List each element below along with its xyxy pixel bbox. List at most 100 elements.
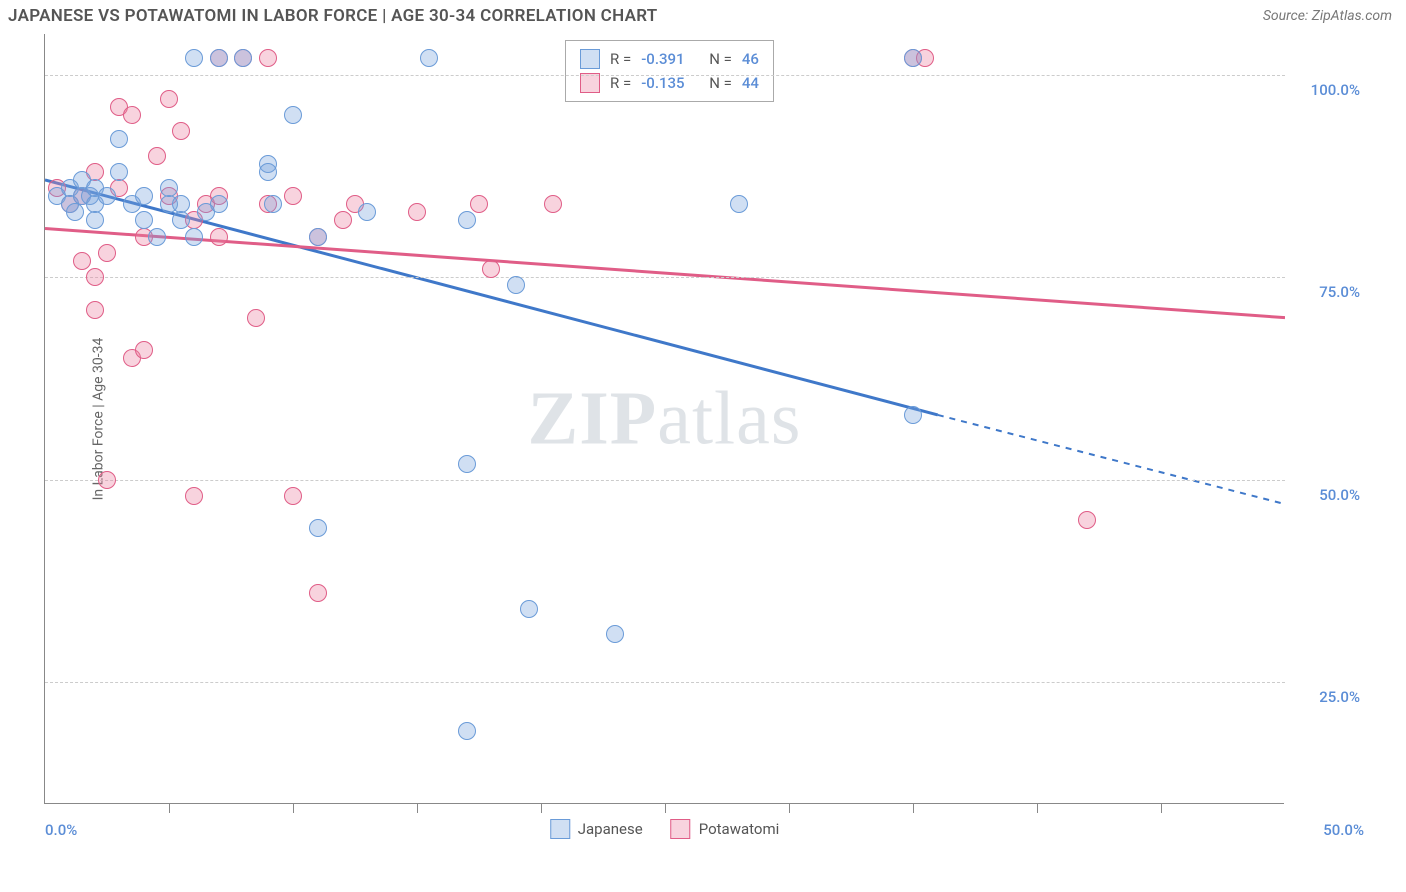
scatter-point [135,187,153,205]
stat-r-value: -0.135 [641,74,699,92]
scatter-point [730,195,748,213]
scatter-point [98,471,116,489]
scatter-point [482,260,500,278]
gridline-h [45,75,1285,76]
chart-title: JAPANESE VS POTAWATOMI IN LABOR FORCE | … [8,6,658,26]
scatter-point [606,625,624,643]
scatter-point [309,228,327,246]
stat-n-value: 46 [742,50,759,68]
scatter-point [66,203,84,221]
scatter-point [86,268,104,286]
legend-item: Japanese [550,819,643,839]
scatter-point [210,49,228,67]
scatter-point [309,519,327,537]
stat-r-label: R = [610,74,631,92]
legend-swatch [580,73,600,93]
x-tick [1161,803,1162,813]
legend-label: Japanese [578,820,643,838]
gridline-h [45,682,1285,683]
legend-swatch [550,819,570,839]
legend-bottom: Japanese Potawatomi [550,819,780,839]
scatter-point [185,487,203,505]
scatter-point [420,49,438,67]
scatter-point [73,252,91,270]
x-tick [913,803,914,813]
scatter-point [458,722,476,740]
scatter-point [123,106,141,124]
x-tick [417,803,418,813]
scatter-point [259,49,277,67]
scatter-point [284,106,302,124]
scatter-point [110,130,128,148]
trend-line-extrapolated [938,415,1285,504]
scatter-point [234,49,252,67]
stat-r-label: R = [610,50,631,68]
scatter-point [408,203,426,221]
x-tick [665,803,666,813]
stat-n-value: 44 [742,74,759,92]
scatter-point [358,203,376,221]
scatter-point [470,195,488,213]
stat-row: R = -0.391 N = 46 [580,47,759,71]
stat-r-value: -0.391 [641,50,699,68]
legend-swatch [671,819,691,839]
scatter-point [135,211,153,229]
stat-n-label: N = [709,74,732,92]
legend-item: Potawatomi [671,819,780,839]
watermark-rest: atlas [657,376,801,460]
scatter-point [458,211,476,229]
scatter-point [148,228,166,246]
y-tick-label: 75.0% [1319,283,1360,301]
scatter-point [247,309,265,327]
scatter-point [86,211,104,229]
source-label: Source: ZipAtlas.com [1263,8,1392,24]
scatter-point [507,276,525,294]
x-tick [169,803,170,813]
scatter-point [86,301,104,319]
scatter-point [1078,511,1096,529]
scatter-point [185,228,203,246]
y-tick-label: 25.0% [1319,688,1360,706]
watermark-bold: ZIP [528,376,658,460]
watermark: ZIPatlas [528,375,802,462]
trend-lines [45,34,1285,804]
chart-area: ZIPatlas R =-0.391N =46R =-0.135N =44 In… [44,34,1394,826]
scatter-point [309,584,327,602]
scatter-point [284,487,302,505]
x-tick [293,803,294,813]
stat-n-label: N = [709,50,732,68]
scatter-point [458,455,476,473]
scatter-point [544,195,562,213]
plot-box: ZIPatlas R =-0.391N =46R =-0.135N =44 In… [44,34,1284,804]
y-tick-label: 50.0% [1319,486,1360,504]
scatter-point [98,187,116,205]
scatter-point [98,244,116,262]
scatter-point [172,211,190,229]
scatter-point [160,90,178,108]
x-tick [541,803,542,813]
x-tick [789,803,790,813]
scatter-point [284,187,302,205]
scatter-point [172,195,190,213]
scatter-point [904,406,922,424]
scatter-point [185,49,203,67]
x-tick [1037,803,1038,813]
scatter-point [135,341,153,359]
scatter-point [334,211,352,229]
scatter-point [148,147,166,165]
scatter-point [210,195,228,213]
trend-line [45,229,1285,318]
scatter-point [210,228,228,246]
legend-label: Potawatomi [699,820,780,838]
gridline-h [45,277,1285,278]
scatter-point [520,600,538,618]
scatter-point [904,49,922,67]
gridline-h [45,480,1285,481]
correlation-stats-box: R = -0.391 N = 46 R = -0.135 N = 44 [565,40,774,102]
x-axis-end-label: 50.0% [1323,821,1364,839]
scatter-point [172,122,190,140]
legend-swatch [580,49,600,69]
y-tick-label: 100.0% [1311,81,1360,99]
x-axis-start-label: 0.0% [45,821,77,839]
scatter-point [264,195,282,213]
